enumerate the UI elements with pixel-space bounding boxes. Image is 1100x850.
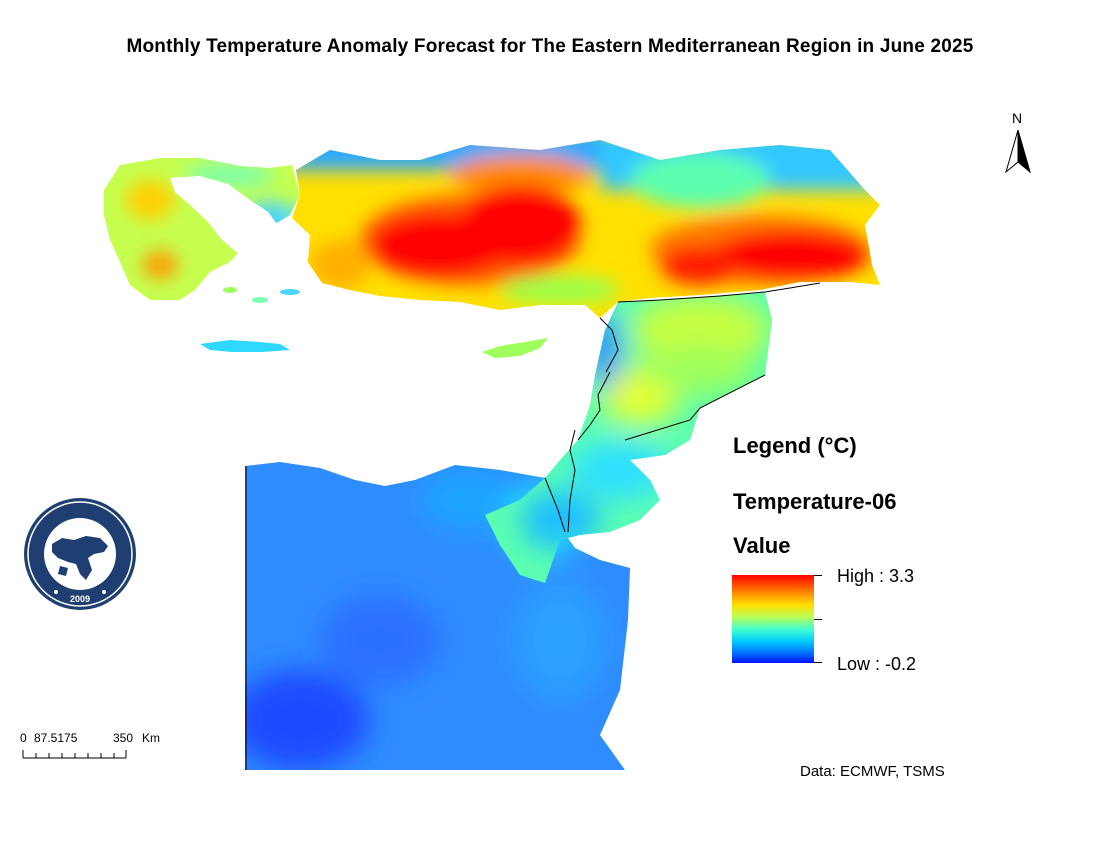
scale-label-2: 350 (113, 731, 134, 745)
levant-region (485, 292, 772, 583)
scale-label-3: Km (142, 731, 160, 745)
country-borders (245, 282, 821, 770)
legend-low-label: Low : -0.2 (837, 654, 917, 674)
north-label: N (1012, 110, 1023, 126)
emcc-logo-icon: 2009 (22, 496, 138, 612)
scale-bar (22, 750, 127, 759)
crete-island (200, 340, 290, 352)
map-title: Monthly Temperature Anomaly Forecast for… (126, 36, 974, 57)
legend-color-ramp (732, 575, 814, 663)
legend-field-name: Value (733, 533, 791, 558)
data-credit: Data: ECMWF, TSMS (800, 763, 945, 780)
greece-region (104, 158, 300, 303)
north-arrow-icon (1005, 129, 1031, 174)
legend-tick-low (814, 662, 822, 663)
legend-high-label: High : 3.3 (837, 566, 915, 586)
logo-year: 2009 (70, 594, 90, 604)
turkey-region (292, 140, 880, 318)
legend-layer-name: Temperature-06 (733, 489, 897, 514)
legend-tick-mid (814, 619, 822, 620)
scale-label-0: 0 (20, 731, 27, 745)
scale-label-1: 87.5175 (34, 731, 78, 745)
cyprus-island (482, 338, 548, 358)
legend-heading: Legend (°C) (733, 433, 857, 458)
north-arrow: N (1000, 110, 1040, 180)
legend-tick-high (814, 575, 822, 576)
